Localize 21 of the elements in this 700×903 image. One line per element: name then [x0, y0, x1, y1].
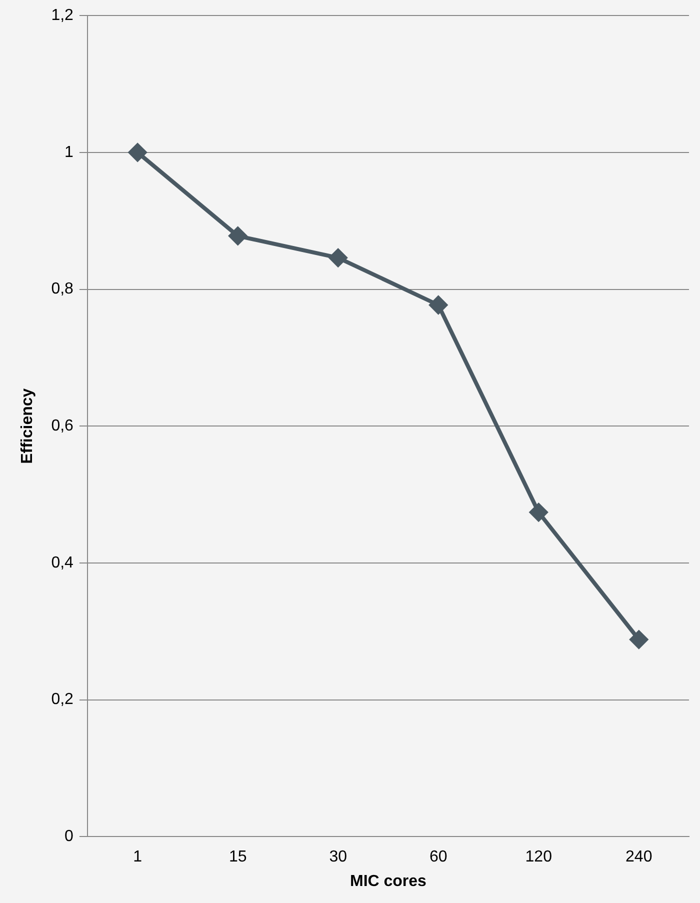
y-tick-label: 1	[64, 144, 74, 161]
y-tick-label: 1,2	[51, 7, 74, 24]
x-tick-label: 60	[429, 848, 448, 866]
x-tick-label: 30	[329, 848, 348, 866]
point	[228, 226, 247, 245]
y-tick-label: 0,2	[51, 691, 74, 708]
x-axis-title: MIC cores	[350, 872, 427, 890]
x-tick-label: 120	[525, 848, 552, 866]
x-tick-label: 240	[626, 848, 652, 866]
point	[429, 296, 448, 314]
x-tick-label: 1	[133, 848, 142, 866]
point	[128, 143, 147, 162]
point	[630, 630, 648, 649]
y-tick-label: 0	[64, 828, 74, 846]
x-tick-label: 15	[228, 848, 247, 866]
point	[530, 503, 548, 522]
y-tick-label: 0,4	[51, 554, 74, 572]
y-axis-title: Efficiency	[19, 388, 36, 464]
y-tick-label: 0,8	[51, 280, 74, 298]
point	[329, 248, 348, 267]
y-tick-label: 0,6	[51, 418, 74, 435]
